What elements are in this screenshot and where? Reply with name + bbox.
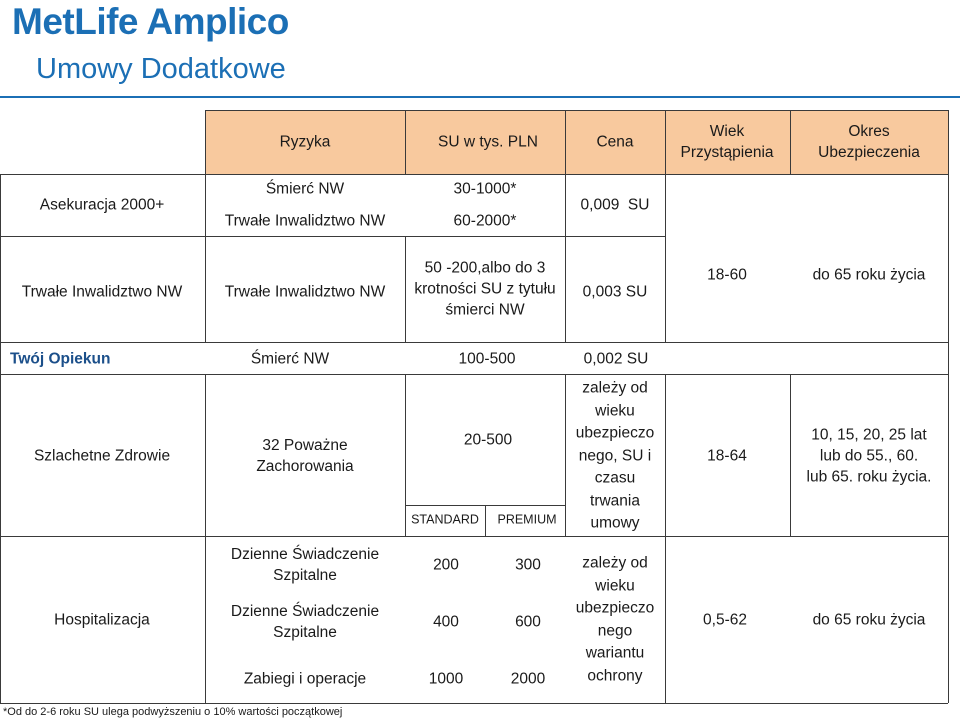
opiekun-su: 100-500 <box>458 350 516 368</box>
trwale-price: 0,003 SU <box>582 283 648 301</box>
page-title: Umowy Dodatkowe <box>36 53 286 85</box>
row-hospitalizacja-name: Hospitalizacja <box>54 611 150 629</box>
hosp-risk-1: Dzienne Świadczenie Szpitalne <box>230 546 380 584</box>
hosp-su-2a: 400 <box>433 613 459 631</box>
hosp-risk-3: Zabiegi i operacje <box>243 670 367 688</box>
footnote: *Od do 2-6 roku SU ulega podwyższeniu o … <box>3 706 343 718</box>
zdrowie-su: 20-500 <box>463 431 513 449</box>
row-opiekun-name: Twój Opiekun <box>10 350 111 368</box>
zdrowie-variant-premium: PREMIUM <box>497 512 557 527</box>
hosp-age: 0,5-62 <box>703 611 747 629</box>
header-wiek: Wiek Przystąpienia <box>680 123 774 161</box>
trwale-period: do 65 roku życia <box>812 266 926 284</box>
header-su: SU w tys. PLN <box>438 133 538 151</box>
asekuracja-su-smierc: 30-1000* <box>453 180 517 198</box>
row-asekuracja-name: Asekuracja 2000+ <box>39 196 165 214</box>
hosp-su-1b: 300 <box>515 556 541 574</box>
trwale-risk: Trwałe Inwalidztwo NW <box>224 283 386 301</box>
row-zdrowie-name: Szlachetne Zdrowie <box>33 447 171 465</box>
opiekun-risk: Śmierć NW <box>250 350 330 368</box>
table-header-background <box>205 110 948 174</box>
company-logo: MetLife Amplico <box>12 1 289 42</box>
zdrowie-risk: 32 Poważne Zachorowania <box>256 437 354 475</box>
hosp-period: do 65 roku życia <box>812 611 926 629</box>
asekuracja-risk-inwalidztwo: Trwałe Inwalidztwo NW <box>224 212 386 230</box>
trwale-age: 18-60 <box>707 266 747 284</box>
hosp-su-3b: 2000 <box>510 670 546 688</box>
zdrowie-price: zależy od wieku ubezpieczo nego, SU i czasu t… <box>575 379 655 532</box>
trwale-su: 50 -200,albo do 3 krotności SU z tytułu śm… <box>414 259 556 319</box>
zdrowie-age: 18-64 <box>707 447 747 465</box>
header-ryzyka: Ryzyka <box>279 133 331 151</box>
asekuracja-price: 0,009 SU <box>580 196 650 214</box>
opiekun-price: 0,002 SU <box>583 350 649 368</box>
row-trwale-name: Trwałe Inwalidztwo NW <box>21 283 183 301</box>
hosp-risk-2: Dzienne Świadczenie Szpitalne <box>230 603 380 641</box>
header-cena: Cena <box>596 133 634 151</box>
hosp-su-1a: 200 <box>433 556 459 574</box>
hosp-su-2b: 600 <box>515 613 541 631</box>
asekuracja-risk-smierc: Śmierć NW <box>265 180 345 198</box>
zdrowie-variant-standard: STANDARD <box>411 512 479 527</box>
header-okres: Okres Ubezpieczenia <box>818 123 920 161</box>
hosp-su-3a: 1000 <box>428 670 464 688</box>
asekuracja-su-inwalidztwo: 60-2000* <box>453 212 517 230</box>
title-divider <box>0 96 960 98</box>
zdrowie-period: 10, 15, 20, 25 lat lub do 55., 60. lub 65.… <box>806 426 932 486</box>
hosp-price: zależy od wieku ubezpieczo nego wariantu ochr… <box>575 554 655 685</box>
